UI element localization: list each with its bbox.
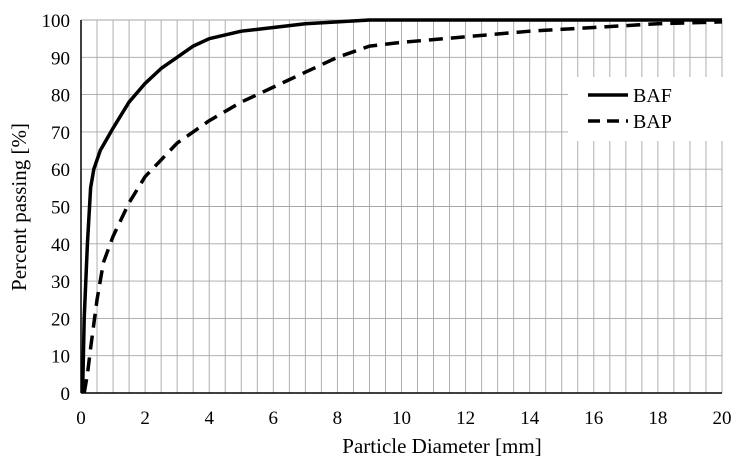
- y-tick-label: 30: [51, 272, 70, 293]
- plot-area-frame: [80, 20, 722, 394]
- series-layer: [80, 18, 723, 394]
- x-tick-label: 8: [333, 408, 343, 429]
- y-tick-label: 90: [51, 48, 70, 69]
- x-tick-label: 16: [584, 408, 603, 429]
- x-tick-labels: 0 2 4 6 8 10 12 14 16 18 20: [76, 408, 731, 429]
- x-tick-label: 10: [392, 408, 411, 429]
- x-tick-label: 20: [713, 408, 732, 429]
- legend-box: [568, 77, 724, 141]
- x-axis-title: Particle Diameter [mm]: [342, 434, 541, 458]
- x-tick-label: 6: [269, 408, 279, 429]
- legend: BAF BAP: [568, 77, 724, 141]
- x-tick-label: 0: [76, 408, 86, 429]
- y-tick-label: 20: [51, 309, 70, 330]
- y-tick-label: 50: [51, 198, 70, 219]
- x-tick-label: 2: [140, 408, 150, 429]
- gridlines: [81, 19, 723, 393]
- x-tick-label: 18: [648, 408, 667, 429]
- y-tick-label: 40: [51, 235, 70, 256]
- y-tick-label: 70: [51, 123, 70, 144]
- legend-label-baf: BAF: [633, 85, 672, 107]
- series-line-bap: [82, 20, 723, 394]
- x-tick-label: 4: [204, 408, 214, 429]
- x-tick-label: 14: [520, 408, 540, 429]
- y-tick-label: 100: [42, 11, 71, 32]
- y-tick-label: 60: [51, 160, 70, 181]
- x-tick-label: 12: [456, 408, 475, 429]
- y-tick-labels: 0 10 20 30 40 50 60 70 80 90 100: [42, 11, 71, 405]
- legend-label-bap: BAP: [633, 111, 672, 133]
- y-tick-label: 0: [61, 384, 71, 405]
- y-tick-label: 10: [51, 347, 70, 368]
- y-axis-title: Percent passing [%]: [7, 123, 31, 291]
- series-line-baf: [80, 18, 722, 394]
- y-tick-label: 80: [51, 86, 70, 107]
